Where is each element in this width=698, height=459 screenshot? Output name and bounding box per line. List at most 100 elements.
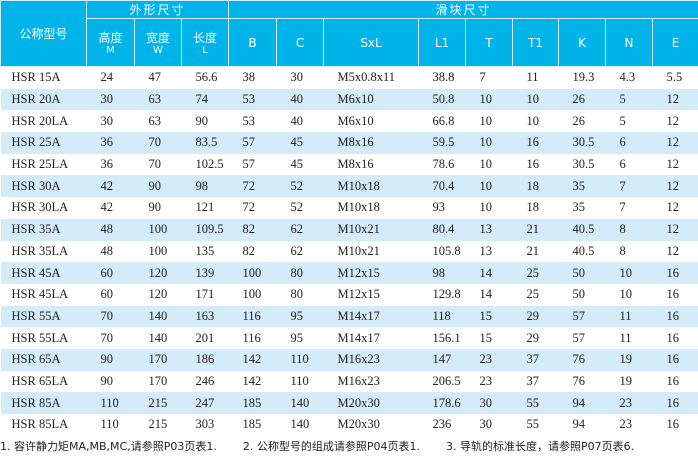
header-col-高度: 高度 M <box>86 18 135 67</box>
header-col-宽度: 宽度 W <box>134 18 182 67</box>
value-cell: 30 <box>86 88 135 111</box>
value-cell: 12 <box>652 88 698 111</box>
model-cell: HSR 30LA <box>11 200 69 215</box>
value-cell: 105.8 <box>432 243 461 258</box>
spec-table: 公称型号 外形尺寸 滑块尺寸 高度 M 宽度 W 长度 L B C SxL L1 T T1 K N E HS… <box>0 0 698 432</box>
value-cell: 5.5 <box>666 70 683 85</box>
value-cell: M8x16 <box>323 132 419 154</box>
value-cell: 110 <box>100 417 119 432</box>
value-cell: 42 <box>86 175 135 198</box>
value-cell: 35 <box>558 175 606 198</box>
value-cell: 14 <box>479 287 493 302</box>
header-unit: W <box>153 45 163 56</box>
header-col-l1: L1 <box>418 18 467 67</box>
value-cell: 18 <box>526 200 540 215</box>
value-cell: 8 <box>619 243 626 258</box>
value-cell: 94 <box>572 417 586 432</box>
value-cell: 140 <box>134 305 182 328</box>
value-cell: M6x10 <box>337 113 374 128</box>
value-cell: 94 <box>558 392 606 414</box>
value-cell: 171 <box>195 287 215 302</box>
value-cell: M12x15 <box>337 287 380 302</box>
header-label: L1 <box>434 35 450 50</box>
value-cell: 66.8 <box>432 113 455 128</box>
model-cell: HSR 15A <box>11 70 61 85</box>
value-cell: M12x15 <box>323 262 419 284</box>
value-cell: 100 <box>134 218 182 241</box>
value-cell: 25 <box>512 262 559 284</box>
value-cell: 52 <box>276 175 324 198</box>
model-cell: HSR 65LA <box>11 373 69 388</box>
value-cell: M10x21 <box>323 218 419 241</box>
value-cell: 6 <box>605 132 653 154</box>
value-cell: 76 <box>572 373 586 388</box>
header-label: B <box>248 35 257 50</box>
table-row: HSR 20A 30 63 74 53 40 M6x10 50.8 10 10 26 5 12 <box>0 88 698 111</box>
footnote-3: 3. 导轨的标准长度，请参照P07页表6. <box>445 439 635 453</box>
value-cell: 29 <box>512 305 559 328</box>
model-cell: HSR 65A <box>0 348 87 371</box>
value-cell: 215 <box>134 392 182 414</box>
value-cell: 140 <box>290 417 310 432</box>
value-cell: 45 <box>276 132 324 154</box>
value-cell: 36 <box>86 132 135 154</box>
value-cell: 76 <box>558 348 606 371</box>
value-cell: 40 <box>276 88 324 111</box>
model-cell: HSR 55A <box>0 305 87 328</box>
value-cell: 120 <box>134 262 182 284</box>
value-cell: 35 <box>572 200 586 215</box>
value-cell: 110 <box>290 373 309 388</box>
value-cell: 19 <box>605 348 653 371</box>
value-cell: 82 <box>228 218 277 241</box>
value-cell: 7 <box>479 70 486 85</box>
value-cell: 12 <box>666 157 680 172</box>
value-cell: 12 <box>666 200 680 215</box>
value-cell: 12 <box>666 113 680 128</box>
value-cell: M20x30 <box>323 392 419 414</box>
value-cell: 16 <box>666 287 680 302</box>
value-cell: 30 <box>290 70 304 85</box>
value-cell: 23 <box>619 417 633 432</box>
value-cell: 40.5 <box>558 218 606 241</box>
value-cell: 26 <box>572 113 586 128</box>
value-cell: 55 <box>512 392 559 414</box>
header-unit: M <box>106 45 115 56</box>
value-cell: 70 <box>148 157 162 172</box>
value-cell: 98 <box>181 175 229 198</box>
value-cell: 178.6 <box>418 392 466 414</box>
value-cell: 63 <box>148 113 162 128</box>
value-cell: 11 <box>526 70 539 85</box>
value-cell: 10 <box>479 200 493 215</box>
value-cell: 12 <box>652 132 698 154</box>
value-cell: 63 <box>134 88 182 111</box>
value-cell: 24 <box>100 70 114 85</box>
value-cell: 56.6 <box>195 70 218 85</box>
value-cell: 116 <box>242 330 261 345</box>
table-row: HSR 65LA 90 170 246 142 110 M16x23 206.5 23 37 76 1… <box>1 371 698 393</box>
value-cell: 16 <box>512 132 559 154</box>
value-cell: 59.5 <box>418 132 466 154</box>
value-cell: 4.3 <box>619 70 636 85</box>
value-cell: 16 <box>652 348 698 371</box>
value-cell: 16 <box>666 373 680 388</box>
value-cell: 303 <box>195 417 215 432</box>
value-cell: 186 <box>181 348 229 371</box>
header-col-t: T <box>465 18 514 67</box>
header-col-t1: T1 <box>512 18 560 67</box>
value-cell: 10 <box>512 88 559 111</box>
model-cell: HSR 85LA <box>11 417 69 432</box>
value-cell: 62 <box>290 243 304 258</box>
value-cell: 16 <box>666 330 680 345</box>
value-cell: 37 <box>526 373 540 388</box>
value-cell: 60 <box>86 262 135 284</box>
value-cell: 10 <box>465 175 513 198</box>
value-cell: 215 <box>148 417 168 432</box>
value-cell: M10x18 <box>323 175 419 198</box>
value-cell: 26 <box>558 88 606 111</box>
value-cell: 19.3 <box>572 70 595 85</box>
footnote-2: 2. 公称型号的组成请参照P04页表1. <box>242 439 420 453</box>
value-cell: 147 <box>418 348 466 371</box>
value-cell: 80 <box>276 262 324 284</box>
value-cell: 109.5 <box>181 218 229 241</box>
model-cell: HSR 55LA <box>11 330 69 345</box>
